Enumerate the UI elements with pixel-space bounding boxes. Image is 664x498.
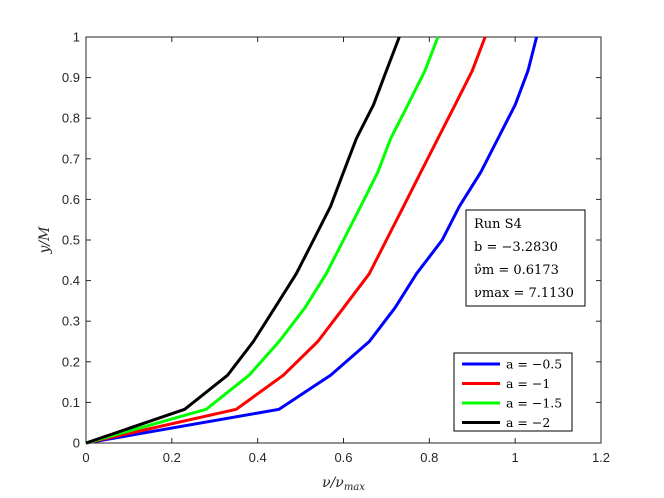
- y-tick-label: 0.1: [62, 395, 80, 410]
- y-tick-label: 0.9: [62, 70, 80, 85]
- y-tick-label: 0.3: [62, 314, 80, 329]
- x-tick-label: 0.2: [163, 450, 181, 465]
- x-axis-label: ν/νmax: [322, 475, 365, 493]
- annotation-line-nu-m: ν̂m = 0.6173: [474, 263, 559, 278]
- y-tick-label: 0.8: [62, 111, 80, 126]
- legend-label-4: a = −2: [506, 415, 550, 430]
- legend-label-3: a = −1.5: [506, 396, 562, 411]
- annotation-line-nu-max: νmax = 7.1130: [474, 286, 574, 301]
- series-line-3: [85, 36, 440, 445]
- y-tick-label: 0.5: [62, 233, 80, 248]
- x-tick-label: 0: [82, 450, 89, 465]
- x-tick-label: 0.6: [334, 450, 352, 465]
- legend: a = −0.5 a = −1 a = −1.5 a = −2: [453, 352, 573, 432]
- annotation-box: Run S4 b = −3.2830 ν̂m = 0.6173 νmax = 7…: [465, 209, 586, 307]
- x-tick-label: 0.4: [249, 450, 267, 465]
- y-tick-label: 0.4: [62, 273, 80, 288]
- series-line-4: [85, 36, 401, 445]
- x-tick-label: 0.8: [420, 450, 438, 465]
- x-label-sub: max: [344, 482, 365, 493]
- y-tick-label: 1: [73, 30, 80, 45]
- annotation-line-b: b = −3.2830: [474, 240, 558, 255]
- y-tick-label: 0.7: [62, 151, 80, 166]
- y-tick-label: 0.6: [62, 192, 80, 207]
- y-axis: 0 0.1 0.2 0.3 0.4 0.5 0.6 0.7 0.8 0.9 1: [62, 30, 601, 451]
- annotation-frame: [465, 209, 586, 307]
- y-tick-label: 0.2: [62, 354, 80, 369]
- y-axis-label: y/M: [37, 226, 53, 255]
- x-tick-label: 1: [512, 450, 519, 465]
- x-tick-label: 1.2: [592, 450, 610, 465]
- annotation-line-run: Run S4: [474, 217, 522, 232]
- legend-frame: [453, 352, 573, 432]
- series-line-1: [85, 36, 539, 445]
- x-label-num: ν/ν: [322, 475, 344, 491]
- series-line-2: [85, 36, 487, 445]
- x-axis: 0 0.2 0.4 0.6 0.8 1 1.2: [82, 37, 610, 465]
- series-layer: [85, 36, 539, 445]
- legend-label-1: a = −0.5: [506, 357, 562, 372]
- legend-label-2: a = −1: [506, 376, 550, 391]
- y-tick-label: 0: [73, 436, 80, 451]
